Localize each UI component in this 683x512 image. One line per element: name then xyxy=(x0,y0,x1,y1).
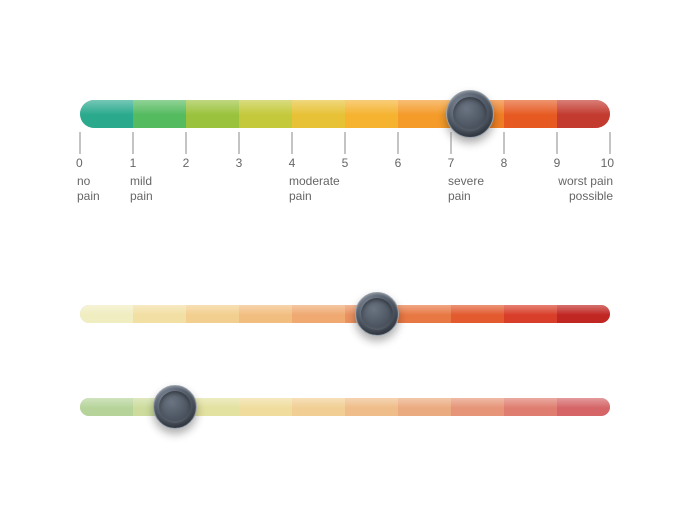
slider-knob[interactable] xyxy=(446,90,494,138)
segment xyxy=(292,398,345,416)
tick-label: 8 xyxy=(501,156,508,170)
tick-label: 0 xyxy=(76,156,83,170)
tick-label: 2 xyxy=(183,156,190,170)
segment xyxy=(451,398,504,416)
tick xyxy=(186,132,187,154)
pain-scale-slider[interactable]: 0 1 2 3 4 5 6 7 8 9 10 no pain mild pain… xyxy=(80,100,610,214)
tick xyxy=(398,132,399,154)
caption-moderate: moderate pain xyxy=(289,174,340,204)
segment xyxy=(292,305,345,323)
segment xyxy=(186,305,239,323)
tick-label: 3 xyxy=(236,156,243,170)
segment xyxy=(345,100,398,128)
segment xyxy=(504,305,557,323)
caption-severe: severe pain xyxy=(448,174,484,204)
tick-label: 5 xyxy=(342,156,349,170)
segment xyxy=(239,398,292,416)
tick-label: 1 xyxy=(130,156,137,170)
caption-row: no pain mild pain moderate pain severe p… xyxy=(80,174,610,214)
segment xyxy=(239,305,292,323)
segment xyxy=(504,398,557,416)
tick-label: 6 xyxy=(395,156,402,170)
caption-mild-pain: mild pain xyxy=(130,174,153,204)
segment xyxy=(80,100,133,128)
caption-worst: worst pain possible xyxy=(558,174,613,204)
segment xyxy=(557,398,610,416)
segment xyxy=(239,100,292,128)
tick-label: 9 xyxy=(554,156,561,170)
tick-labels: 0 1 2 3 4 5 6 7 8 9 10 xyxy=(80,156,610,172)
segment xyxy=(557,100,610,128)
segment xyxy=(557,305,610,323)
tick xyxy=(345,132,346,154)
segment xyxy=(504,100,557,128)
segment xyxy=(451,305,504,323)
canvas: 0 1 2 3 4 5 6 7 8 9 10 no pain mild pain… xyxy=(0,0,683,512)
tick xyxy=(292,132,293,154)
tick xyxy=(504,132,505,154)
tick xyxy=(610,132,611,154)
segment xyxy=(345,398,398,416)
slider-2-bar xyxy=(80,305,610,323)
tick xyxy=(80,132,81,154)
tick-label: 7 xyxy=(448,156,455,170)
slider-knob[interactable] xyxy=(153,385,197,429)
tick-row xyxy=(80,132,610,156)
slider-knob[interactable] xyxy=(355,292,399,336)
segment xyxy=(133,305,186,323)
pain-scale-bar xyxy=(80,100,610,128)
tick xyxy=(133,132,134,154)
slider-2[interactable] xyxy=(80,305,610,323)
tick xyxy=(239,132,240,154)
tick xyxy=(557,132,558,154)
slider-3[interactable] xyxy=(80,398,610,416)
tick xyxy=(451,132,452,154)
segment xyxy=(80,305,133,323)
tick-label: 10 xyxy=(601,156,614,170)
segment xyxy=(398,398,451,416)
segment xyxy=(133,100,186,128)
segment xyxy=(292,100,345,128)
tick-label: 4 xyxy=(289,156,296,170)
segment xyxy=(398,100,451,128)
segment xyxy=(80,398,133,416)
segment xyxy=(186,100,239,128)
segment xyxy=(398,305,451,323)
caption-no-pain: no pain xyxy=(77,174,100,204)
